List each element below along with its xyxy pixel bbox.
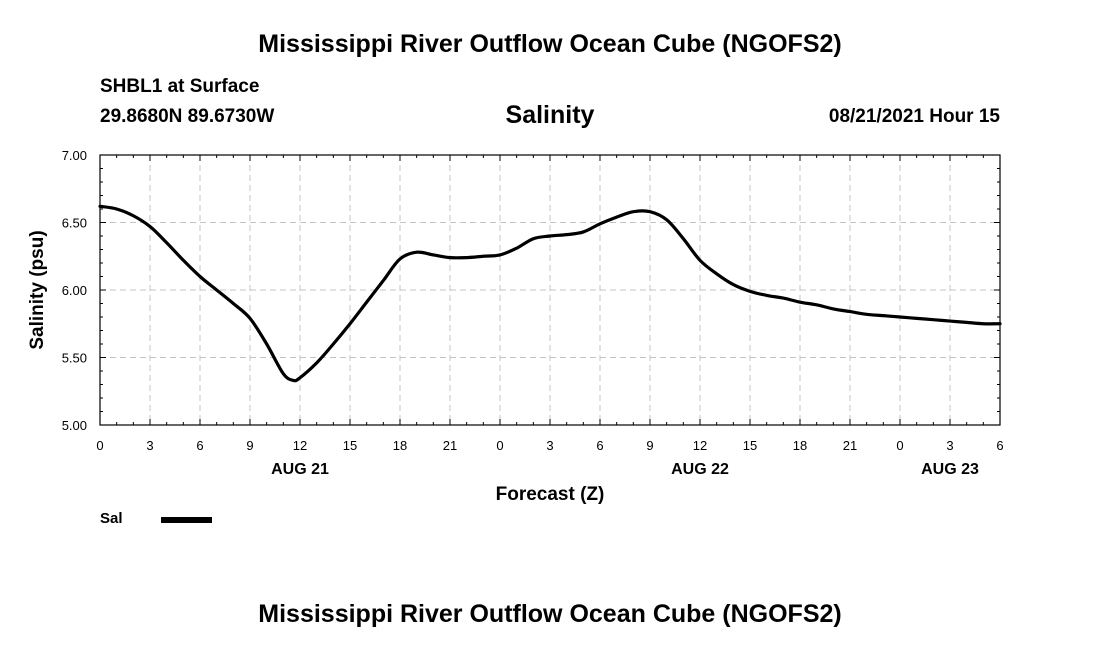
x-tick-label: 21: [843, 438, 857, 453]
x-tick-label: 18: [393, 438, 407, 453]
chart-title: Mississippi River Outflow Ocean Cube (NG…: [258, 30, 842, 58]
y-tick-label: 5.50: [62, 351, 87, 366]
x-tick-label: 9: [246, 438, 253, 453]
x-tick-label: 3: [146, 438, 153, 453]
x-tick-label: 0: [96, 438, 103, 453]
x-tick-label: 18: [793, 438, 807, 453]
date-label: AUG 21: [271, 461, 329, 478]
x-tick-label: 9: [646, 438, 653, 453]
y-tick-label: 7.00: [62, 148, 87, 163]
station-label: SHBL1 at Surface: [100, 76, 260, 97]
x-tick-label: 15: [343, 438, 357, 453]
x-tick-label: 6: [596, 438, 603, 453]
y-tick-label: 6.00: [62, 283, 87, 298]
x-tick-label: 0: [496, 438, 503, 453]
coordinates-label: 29.8680N 89.6730W: [100, 106, 275, 127]
x-tick-label: 21: [443, 438, 457, 453]
timestamp-label: 08/21/2021 Hour 15: [828, 106, 1000, 127]
date-label: AUG 22: [671, 461, 729, 478]
legend-line-swatch: [161, 517, 212, 523]
footer-title: Mississippi River Outflow Ocean Cube (NG…: [258, 600, 842, 628]
x-tick-label: 3: [946, 438, 953, 453]
x-tick-label: 15: [743, 438, 757, 453]
variable-title: Salinity: [505, 101, 595, 129]
y-tick-label: 6.50: [62, 216, 87, 231]
x-tick-label: 12: [293, 438, 307, 453]
x-tick-label: 6: [196, 438, 203, 453]
x-tick-label: 3: [546, 438, 553, 453]
legend-label: Sal: [100, 510, 123, 527]
x-tick-label: 12: [693, 438, 707, 453]
x-axis-title: Forecast (Z): [496, 484, 605, 505]
date-label: AUG 23: [921, 461, 979, 478]
series-line-sal: [98, 204, 1002, 383]
x-tick-label: 0: [896, 438, 903, 453]
x-tick-label: 6: [996, 438, 1003, 453]
y-tick-label: 5.00: [62, 418, 87, 433]
y-axis-title: Salinity (psu): [27, 230, 48, 349]
